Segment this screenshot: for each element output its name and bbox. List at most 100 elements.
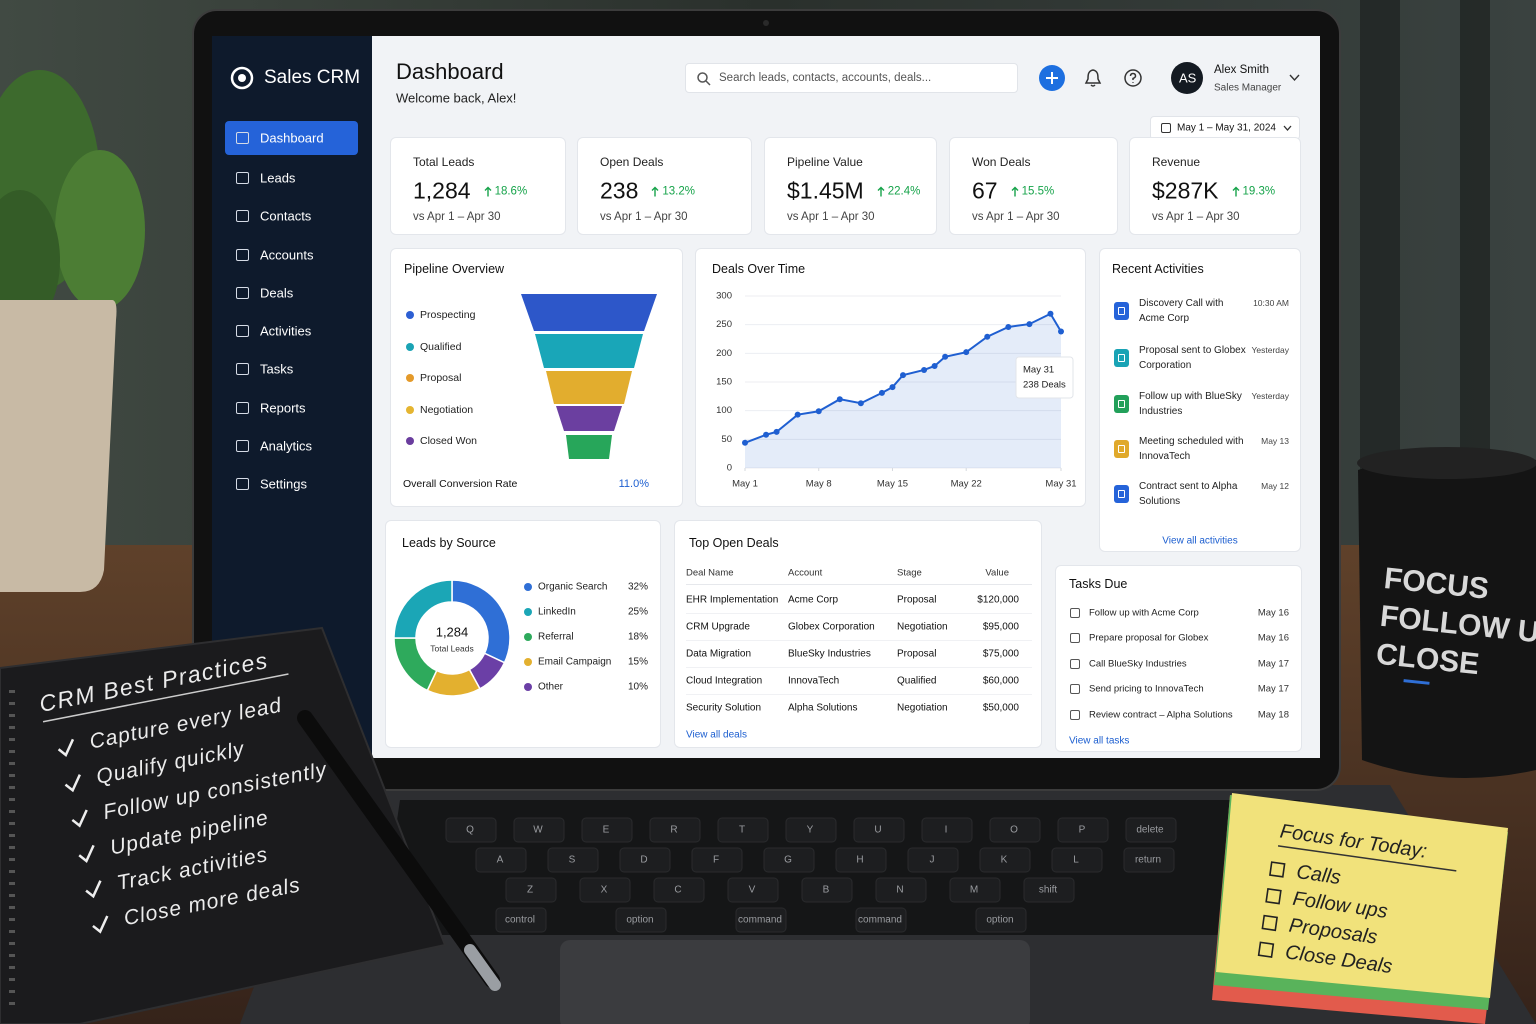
key-label: F xyxy=(713,855,719,866)
key-label: option xyxy=(986,915,1013,926)
key-label: O xyxy=(1010,825,1018,836)
table-cell: Acme Corp xyxy=(788,594,839,606)
key-label: U xyxy=(874,825,881,836)
row-rule xyxy=(686,640,1032,641)
nav-item[interactable]: Analytics xyxy=(225,429,358,463)
kpi-label: Won Deals xyxy=(972,155,1031,169)
key-label: E xyxy=(603,825,610,836)
x-tick-label: May 22 xyxy=(951,479,982,490)
task-checkbox[interactable] xyxy=(1070,633,1080,643)
activity-time: 10:30 AM xyxy=(1253,298,1289,308)
plus-glyph xyxy=(1046,72,1058,84)
nav-item[interactable]: Activities xyxy=(225,314,358,348)
activity-icon xyxy=(1114,395,1129,413)
key xyxy=(949,877,1001,903)
legend-dot xyxy=(406,374,414,382)
key xyxy=(615,907,667,933)
key-label: M xyxy=(970,885,978,896)
key xyxy=(921,817,973,843)
view-all-link[interactable]: View all tasks xyxy=(1069,735,1130,747)
value-label: 18% xyxy=(627,631,648,643)
kpi-card: Total Leads 1,284 18.6% vs Apr 1 – Apr 30 xyxy=(390,137,566,235)
task-checkbox[interactable] xyxy=(1070,659,1080,669)
nav-icon xyxy=(236,172,249,184)
kpi-label: Open Deals xyxy=(600,155,664,169)
kpi-change-value: 19.3% xyxy=(1242,185,1276,197)
kpi-card: Open Deals 238 13.2% vs Apr 1 – Apr 30 xyxy=(577,137,752,235)
key-label: delete xyxy=(1136,825,1164,836)
help-button[interactable] xyxy=(1124,69,1142,87)
key-label: W xyxy=(533,825,543,836)
nav-icon xyxy=(236,287,249,299)
legend-dot xyxy=(524,658,532,666)
nav-item[interactable]: Dashboard xyxy=(225,121,358,155)
donut-center-label: Total Leads xyxy=(430,643,473,653)
nav-item[interactable]: Deals xyxy=(225,276,358,310)
key xyxy=(801,877,853,903)
key xyxy=(727,877,779,903)
task-checkbox[interactable] xyxy=(1070,684,1080,694)
stage-label: Closed Won xyxy=(420,435,478,447)
card-title: Pipeline Overview xyxy=(404,262,505,276)
avatar-initials: AS xyxy=(1179,70,1197,86)
nav-icon xyxy=(236,363,249,375)
nav-item[interactable]: Contacts xyxy=(225,199,358,233)
key xyxy=(653,877,705,903)
date-range-picker[interactable]: May 1 – May 31, 2024 xyxy=(1150,116,1300,140)
key xyxy=(835,847,887,873)
deals-chart-card: Deals Over Time 0 50 100 150 200 250 300 May 1 Ma… xyxy=(695,248,1086,507)
up-arrow xyxy=(651,186,659,196)
key xyxy=(763,847,815,873)
kpi-change-value: 22.4% xyxy=(887,185,921,197)
leads-source-card: Leads by Source 1,284 Total Leads Organic S… xyxy=(385,520,661,748)
kpi-change: 19.3% xyxy=(1232,185,1276,197)
avatar[interactable]: AS xyxy=(1171,62,1203,94)
x-tick-label: May 31 xyxy=(1045,479,1076,490)
table-cell: Negotiation xyxy=(897,621,948,633)
nav-item[interactable]: Tasks xyxy=(225,352,358,386)
nav-label: Leads xyxy=(260,170,296,186)
key xyxy=(1057,817,1109,843)
row-rule xyxy=(686,667,1032,668)
key-label: N xyxy=(896,885,903,896)
funnel-stage xyxy=(535,334,643,368)
key-label: R xyxy=(670,825,677,836)
table-cell: Security Solution xyxy=(686,702,762,714)
legend-dot xyxy=(524,583,532,591)
view-all-link[interactable]: View all deals xyxy=(686,729,747,741)
user-name: Alex Smith xyxy=(1214,64,1269,76)
kpi-card: Won Deals 67 15.5% vs Apr 1 – Apr 30 xyxy=(949,137,1118,235)
view-all-link[interactable]: View all activities xyxy=(1162,535,1238,547)
arrow-glyph xyxy=(877,186,885,196)
task-checkbox[interactable] xyxy=(1070,608,1080,618)
notifications-button[interactable] xyxy=(1084,69,1102,87)
doc-glyph xyxy=(1118,400,1125,408)
legend-dot xyxy=(524,633,532,641)
add-button[interactable] xyxy=(1039,65,1065,91)
nav-label: Reports xyxy=(260,400,306,416)
task-checkbox[interactable] xyxy=(1070,710,1080,720)
user-menu-toggle[interactable] xyxy=(1289,74,1300,82)
nav-icon xyxy=(236,249,249,261)
nav-icon xyxy=(236,440,249,452)
key-label: Y xyxy=(807,825,814,836)
nav-item[interactable]: Reports xyxy=(225,391,358,425)
nav-item[interactable]: Leads xyxy=(225,161,358,195)
kpi-value: $287K xyxy=(1152,177,1219,204)
line-point xyxy=(836,396,843,403)
tasks-card: Tasks Due Follow up with Acme Corp May 16 P… xyxy=(1055,565,1302,752)
legend-dot xyxy=(406,406,414,414)
search-box[interactable]: Search leads, contacts, accounts, deals.… xyxy=(685,63,1018,93)
line-chart: 0 50 100 150 200 250 300 May 1 May 8 May 15 May 22… xyxy=(716,291,1076,490)
arrow-glyph xyxy=(484,186,492,196)
kpi-label: Pipeline Value xyxy=(787,155,863,169)
activity-time: Yesterday xyxy=(1251,391,1290,401)
value-label: 10% xyxy=(627,681,648,693)
kpi-comparison: vs Apr 1 – Apr 30 xyxy=(413,211,501,223)
table-cell: Globex Corporation xyxy=(788,621,875,633)
nav-item[interactable]: Settings xyxy=(225,467,358,501)
activity-text: Follow up with BlueSky Industries xyxy=(1139,391,1242,417)
nav-item[interactable]: Accounts xyxy=(225,238,358,272)
table-cell: CRM Upgrade xyxy=(686,621,750,633)
